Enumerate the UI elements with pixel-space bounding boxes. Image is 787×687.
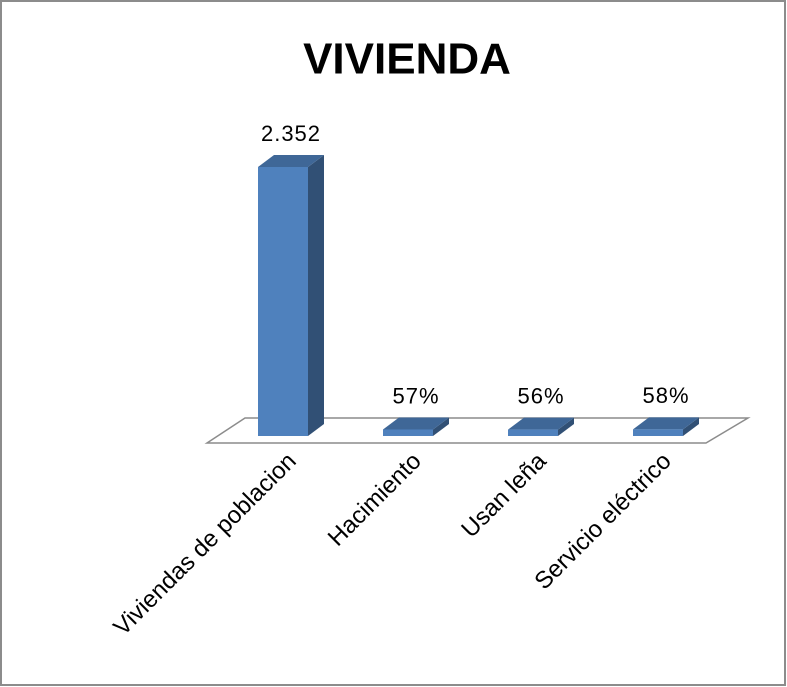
bar-top xyxy=(508,417,574,430)
bar-side xyxy=(308,155,324,436)
bar xyxy=(383,429,433,436)
bar-side xyxy=(683,417,699,436)
bar-side xyxy=(433,417,449,436)
bar xyxy=(258,167,308,436)
bar-top xyxy=(383,417,449,430)
bar-side xyxy=(558,417,574,436)
bar-top xyxy=(633,417,699,430)
bar-top xyxy=(258,155,324,167)
floor xyxy=(204,417,751,444)
value-label: 58% xyxy=(642,383,689,408)
chart-title: VIVIENDA xyxy=(303,35,511,84)
bar xyxy=(508,429,558,436)
value-label: 56% xyxy=(517,383,564,408)
bar xyxy=(633,429,683,436)
value-label: 2.352 xyxy=(261,121,321,146)
value-label: 57% xyxy=(392,383,439,408)
